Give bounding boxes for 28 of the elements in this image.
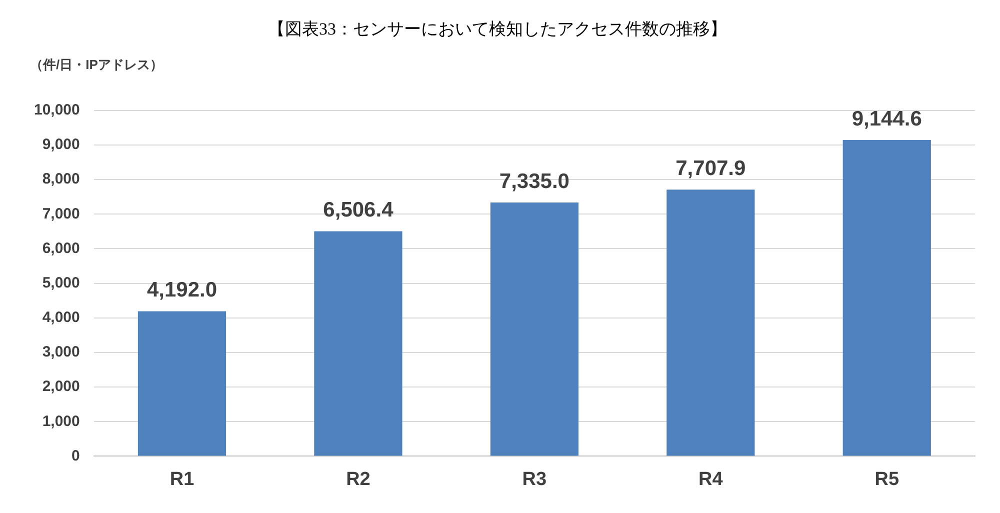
bar <box>490 202 578 456</box>
y-tick-label: 0 <box>72 447 80 464</box>
data-label: 4,192.0 <box>146 278 218 302</box>
chart-title: 【図表33：センサーにおいて検知したアクセス件数の推移】 <box>268 20 727 39</box>
x-tick-label: R4 <box>698 468 724 490</box>
bar <box>842 140 931 456</box>
x-tick-label: R2 <box>346 468 370 490</box>
bar <box>138 311 226 456</box>
y-tick-label: 5,000 <box>42 274 80 292</box>
data-label: 9,144.6 <box>852 107 922 130</box>
x-tick-label: R1 <box>170 468 195 490</box>
y-tick-label: 4,000 <box>42 309 80 326</box>
y-axis-title: （件/日・IPアドレス） <box>30 56 163 72</box>
data-label: 7,335.0 <box>499 170 570 193</box>
data-label: 6,506.4 <box>323 198 394 222</box>
y-tick-label: 8,000 <box>42 170 80 188</box>
bar <box>666 190 755 456</box>
x-tick-label: R5 <box>874 468 900 490</box>
y-tick-label: 9,000 <box>42 136 80 154</box>
y-tick-label: 3,000 <box>42 344 80 361</box>
y-tick-label: 1,000 <box>42 412 80 430</box>
data-label: 7,707.9 <box>676 156 746 180</box>
y-tick-label: 10,000 <box>34 102 80 119</box>
y-tick-label: 6,000 <box>42 240 80 257</box>
y-tick-label: 7,000 <box>42 205 80 222</box>
bar <box>314 231 402 456</box>
x-tick-label: R3 <box>522 468 547 490</box>
y-tick-label: 2,000 <box>42 378 80 396</box>
